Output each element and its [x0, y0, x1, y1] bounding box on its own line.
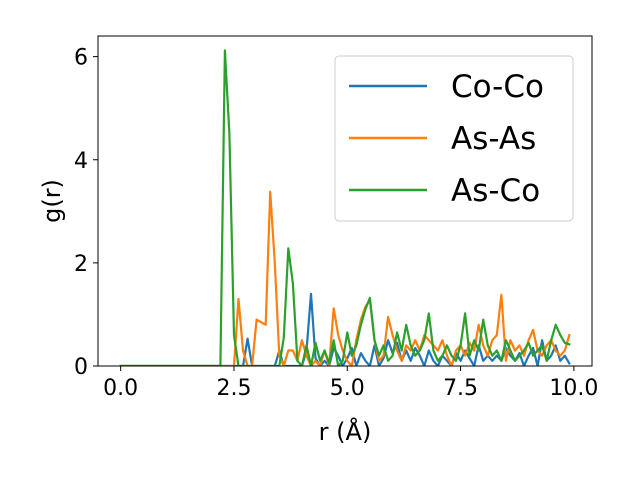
legend-box [334, 55, 574, 222]
x-tick-label: 10.0 [549, 376, 598, 401]
legend-label-co-co: Co-Co [451, 69, 544, 105]
y-tick-label: 0 [74, 355, 88, 380]
x-axis-label: r (Å) [319, 417, 372, 446]
plot-area-frame [97, 35, 593, 367]
y-tick-label: 6 [74, 46, 88, 71]
series-layer [119, 49, 571, 366]
x-tick-label: 5.0 [330, 376, 365, 401]
series-line-as-as [119, 190, 571, 366]
x-tick-label: 7.5 [443, 376, 478, 401]
x-tick-label: 2.5 [216, 376, 251, 401]
legend-label-as-co: As-Co [451, 173, 540, 209]
y-axis-label: g(r) [38, 179, 66, 223]
legend-label-as-as: As-As [451, 121, 536, 157]
x-axis: 0.0 2.5 5.0 7.5 10.0 [103, 366, 598, 401]
legend: Co-Co As-As As-Co [334, 55, 574, 222]
series-line-as-co [119, 49, 571, 366]
y-axis: 0 2 4 6 [74, 46, 98, 380]
y-tick-label: 2 [74, 252, 88, 277]
series-line-co-co [119, 292, 571, 366]
x-tick-label: 0.0 [103, 376, 138, 401]
y-tick-label: 4 [74, 149, 88, 174]
